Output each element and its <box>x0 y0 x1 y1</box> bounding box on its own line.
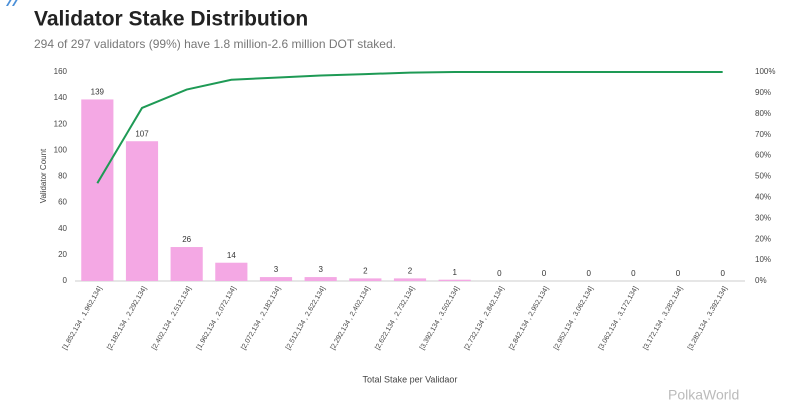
x-tick-label: [2,182,134 , 2,292,134] <box>106 285 148 351</box>
x-tick-label: [2,952,134 , 3,062,134] <box>553 285 595 351</box>
y-tick-label: 40 <box>58 224 67 233</box>
data-label: 0 <box>542 269 547 278</box>
x-tick-label: [2,292,134 , 2,402,134] <box>330 285 372 351</box>
y-tick-label: 140 <box>54 93 68 102</box>
data-label: 1 <box>452 268 457 277</box>
x-tick-label: [1,962,134 , 2,072,134] <box>196 285 238 351</box>
chart-subtitle: 294 of 297 validators (99%) have 1.8 mil… <box>34 37 396 51</box>
line <box>96 71 723 184</box>
data-label: 2 <box>363 266 368 275</box>
x-axis-label: Total Stake per Validaor <box>363 374 458 384</box>
data-label: 107 <box>135 129 149 138</box>
x-tick-label: [2,072,134 , 2,182,134] <box>240 285 282 351</box>
y-axis-label: Validator Count <box>39 148 48 203</box>
x-tick-label: [3,062,134 , 3,172,134] <box>598 285 640 351</box>
x-tick-label: [3,172,134 , 3,282,134] <box>642 285 684 351</box>
y2-tick-label: 90% <box>755 88 771 97</box>
y2-tick-label: 40% <box>755 193 771 202</box>
bar <box>81 99 114 282</box>
data-label: 3 <box>318 265 323 274</box>
data-label: 3 <box>274 265 279 274</box>
x-tick-label: [2,842,134 , 2,952,134] <box>508 285 550 351</box>
y2-tick-label: 30% <box>755 213 771 222</box>
x-tick-label: [3,282,134 , 3,392,134] <box>687 285 729 351</box>
data-label: 14 <box>227 251 236 260</box>
bar <box>170 247 203 281</box>
y2-tick-label: 100% <box>755 67 775 76</box>
x-tick-label: [2,402,134 , 2,512,134] <box>151 285 193 351</box>
x-tick-label: [2,512,134 , 2,622,134] <box>285 285 327 351</box>
data-label: 139 <box>91 88 105 97</box>
bar <box>259 277 293 281</box>
bar <box>393 278 427 281</box>
watermark: PolkaWorld <box>668 387 739 402</box>
y2-tick-label: 0% <box>755 276 767 285</box>
bar <box>349 278 382 281</box>
y2-tick-label: 50% <box>755 172 771 181</box>
y-tick-label: 160 <box>54 67 68 76</box>
x-tick-label: [1,852,134 , 1,962,134] <box>62 285 104 351</box>
x-tick-label: [2,622,134 , 2,732,134] <box>374 285 416 351</box>
y2-tick-label: 80% <box>755 109 771 118</box>
y-tick-label: 100 <box>54 145 68 154</box>
chart-title: Validator Stake Distribution <box>34 8 308 31</box>
y-tick-label: 80 <box>58 172 67 181</box>
bar <box>125 141 159 281</box>
bar <box>438 279 471 281</box>
data-label: 0 <box>720 269 725 278</box>
y2-tick-label: 20% <box>755 234 771 243</box>
y2-tick-label: 60% <box>755 151 771 160</box>
data-label: 26 <box>182 235 191 244</box>
bar <box>215 262 248 281</box>
data-label: 0 <box>497 269 502 278</box>
logo <box>6 0 18 6</box>
x-tick-label: [3,392,134 , 3,502,134] <box>419 285 461 351</box>
y-tick-label: 20 <box>58 250 67 259</box>
data-label: 0 <box>631 269 636 278</box>
y-tick-label: 0 <box>63 276 68 285</box>
data-label: 0 <box>676 269 681 278</box>
x-tick-label: [2,732,134 , 2,842,134] <box>464 285 506 351</box>
bar <box>304 277 337 281</box>
y2-tick-label: 70% <box>755 130 771 139</box>
data-label: 2 <box>408 266 413 275</box>
y-tick-label: 60 <box>58 198 67 207</box>
y2-tick-label: 10% <box>755 255 771 264</box>
y-tick-label: 120 <box>54 119 68 128</box>
data-label: 0 <box>586 269 591 278</box>
